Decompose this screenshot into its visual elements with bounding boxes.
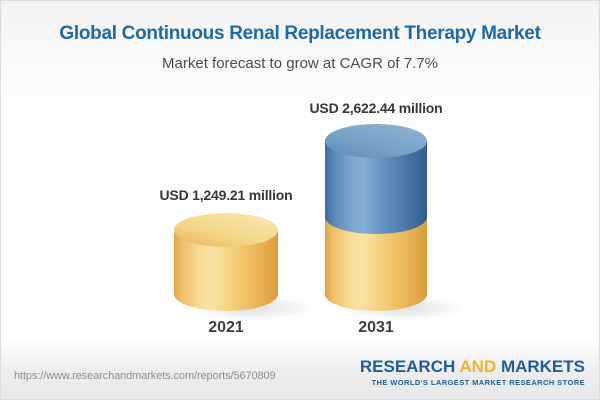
bar-value-label-2021: USD 1,249.21 million — [159, 187, 293, 203]
logo-and-text: AND — [459, 357, 497, 376]
bar-2031-cylinder-top — [325, 124, 427, 158]
report-url: https://www.researchandmarkets.com/repor… — [14, 370, 276, 382]
x-axis-label-2021: 2021 — [208, 319, 244, 336]
bar-value-label-2031: USD 2,622.44 million — [309, 100, 443, 116]
brand-logo: RESEARCH AND MARKETS THE WORLD'S LARGEST… — [359, 357, 585, 387]
x-axis-label-2031: 2031 — [358, 319, 394, 336]
chart-title: Global Continuous Renal Replacement Ther… — [59, 23, 541, 44]
brand-logo-wordmark: RESEARCH AND MARKETS — [359, 357, 585, 377]
logo-research-text: RESEARCH — [359, 357, 456, 376]
brand-tagline: THE WORLD'S LARGEST MARKET RESEARCH STOR… — [371, 377, 585, 387]
bar-2021-cylinder-top — [174, 213, 278, 247]
chart-subtitle: Market forecast to grow at CAGR of 7.7% — [162, 55, 438, 72]
logo-markets-text: MARKETS — [500, 357, 585, 376]
